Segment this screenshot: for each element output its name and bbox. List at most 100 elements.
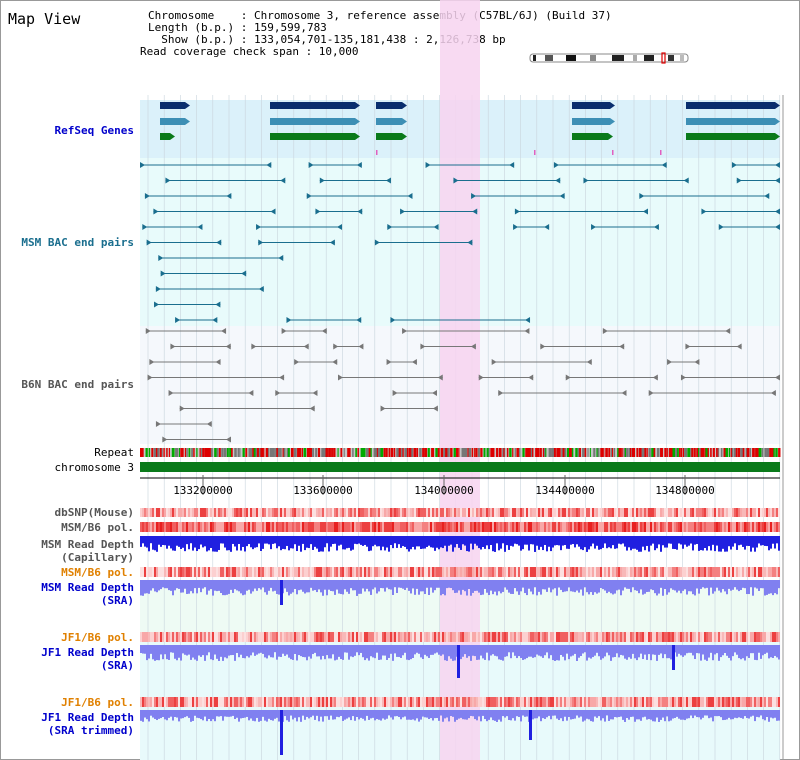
heat-cell [658,508,660,517]
repeat-element [250,448,253,457]
track-label-msm-bac[interactable]: MSM BAC end pairs [21,236,134,249]
depth-bar [598,536,600,550]
depth-bar [142,710,144,722]
depth-bar [644,536,646,551]
heat-cell [610,632,612,642]
depth-bar [684,580,686,590]
heat-cell [424,697,426,707]
heat-cell [532,567,534,577]
depth-bar [602,710,604,719]
depth-bar [516,536,518,545]
repeat-element [191,448,193,457]
bac-end-marker [338,374,344,381]
depth-bar [372,645,374,658]
repeat-element [679,448,681,457]
heat-cell [210,567,212,577]
depth-bar [284,710,286,717]
depth-bar [250,710,252,719]
track-label-msm-depth-capillary[interactable]: MSM Read Depth (Capillary) [41,538,134,564]
depth-bar [484,645,486,660]
track-label-dbsnp[interactable]: dbSNP(Mouse) [54,506,134,519]
heat-cell [410,567,412,577]
heat-cell [750,522,752,532]
heat-cell [698,522,700,532]
repeat-element [184,448,187,457]
bac-end-marker [197,224,203,230]
track-label-jf1-depth-sra[interactable]: JF1 Read Depth (SRA) [41,646,134,672]
depth-bar [752,710,754,716]
track-label-jf1-pol[interactable]: JF1/B6 pol. [61,631,134,644]
depth-bar [156,710,158,721]
track-label-refseq[interactable]: RefSeq Genes [54,124,134,137]
heat-cell [616,632,618,642]
heat-cell [602,632,604,642]
depth-bar [374,645,376,659]
heat-cell [308,508,310,517]
depth-bar [266,645,268,659]
heat-cell [616,567,618,577]
heat-cell [662,508,664,517]
track-label-jf1-depth-trimmed[interactable]: JF1 Read Depth (SRA trimmed) [41,711,134,737]
heat-cell [526,567,528,577]
heat-cell [216,697,218,707]
heat-cell [458,632,460,642]
heat-cell [616,508,618,517]
heat-cell [664,632,666,642]
track-label-msm-depth-sra[interactable]: MSM Read Depth (SRA) [41,581,134,607]
heat-cell [462,508,464,517]
depth-bar [618,710,620,718]
depth-bar [554,645,556,661]
heat-cell [510,522,512,532]
depth-bar [438,536,440,550]
track-label-b6n-bac[interactable]: B6N BAC end pairs [21,378,134,391]
heat-cell [358,632,360,642]
depth-bar [586,710,588,719]
repeat-element [730,448,733,457]
depth-bar [582,536,584,551]
repeat-element [617,448,620,457]
heat-cell [212,567,214,577]
depth-bar [594,536,596,549]
heat-cell [496,522,498,532]
track-label-jf1-pol-2[interactable]: JF1/B6 pol. [61,696,134,709]
depth-bar [390,645,392,654]
heat-cell [338,567,340,577]
depth-bar [642,710,644,718]
repeat-element [337,448,339,457]
heat-cell [308,567,310,577]
heat-cell [668,697,670,707]
depth-bar [544,580,546,590]
depth-bar [670,645,672,660]
depth-bar [714,710,716,717]
repeat-element [761,448,764,457]
track-label-msm-pol-2[interactable]: MSM/B6 pol. [61,566,134,579]
depth-bar [376,580,378,594]
repeat-element [506,448,509,457]
heat-cell [204,697,206,707]
depth-bar [156,536,158,552]
heat-cell [252,508,254,517]
heat-cell [438,567,440,577]
heat-cell [582,508,584,517]
heat-cell [570,522,572,532]
depth-bar [576,710,578,716]
heat-cell [630,632,632,642]
depth-bar [376,710,378,720]
depth-bar [712,645,714,661]
heat-cell [278,522,280,532]
heat-cell [656,508,658,517]
heat-cell [366,508,368,517]
heat-cell [478,632,480,642]
heat-cell [286,522,288,532]
heat-cell [608,632,610,642]
depth-bar [762,580,764,589]
depth-bar [258,536,260,544]
heat-cell [346,567,348,577]
depth-bar [614,645,616,657]
depth-bar [150,536,152,544]
depth-bar [712,536,714,545]
track-label-msm-pol[interactable]: MSM/B6 pol. [61,521,134,534]
heat-cell [586,697,588,707]
heat-cell [444,567,446,577]
